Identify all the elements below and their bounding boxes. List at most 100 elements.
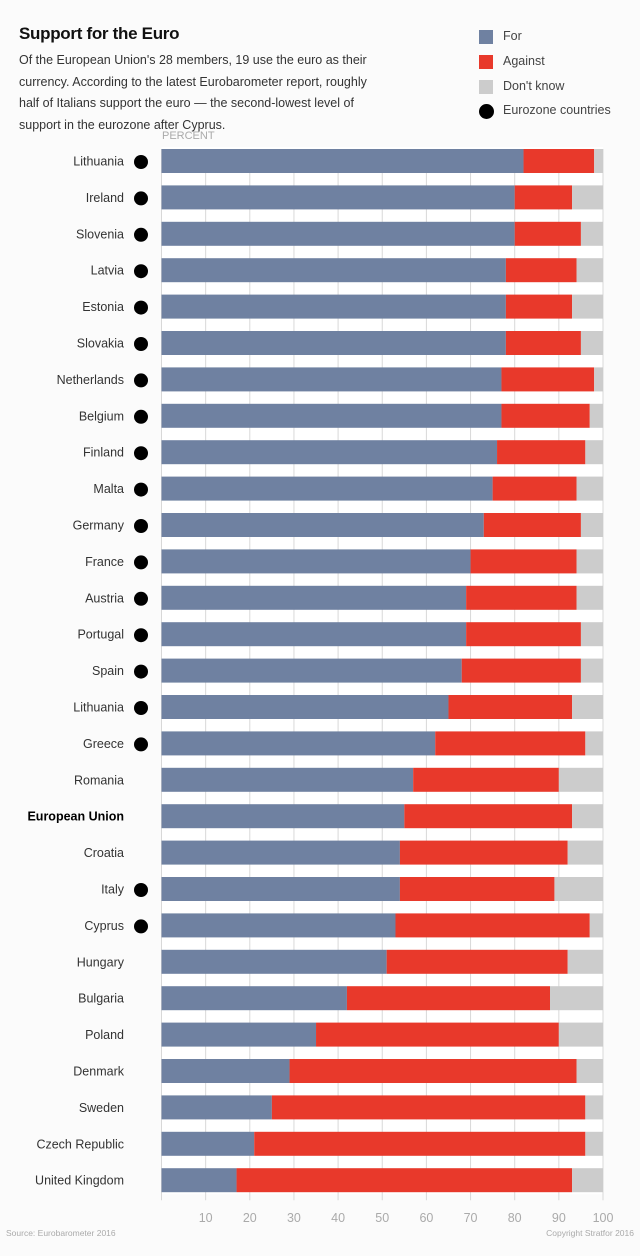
eurozone-marker (134, 555, 148, 570)
bar-don-t-know-germany (580, 513, 603, 537)
bar-for-sweden (161, 1095, 272, 1120)
bar-don-t-know-hungary (567, 949, 603, 974)
bar-for-slovenia (161, 221, 515, 246)
eurozone-marker (134, 628, 148, 643)
bar-for-united-kingdom (161, 1168, 237, 1193)
bar-don-t-know-slovakia (580, 331, 603, 355)
bar-don-t-know-slovenia (580, 221, 603, 246)
y-category-label: Czech Republic (36, 1137, 124, 1151)
y-category-label: Malta (93, 482, 124, 496)
bar-don-t-know-belgium (589, 403, 603, 428)
x-tick-label: 60 (419, 1211, 433, 1225)
bar-don-t-know-croatia (567, 840, 603, 865)
bar-for-latvia (161, 258, 506, 283)
bar-against-italy (399, 877, 555, 901)
bar-for-poland (161, 1022, 317, 1047)
bar-for-romania (161, 767, 414, 792)
y-category-label: Portugal (77, 628, 124, 642)
y-category-label: Sweden (79, 1101, 124, 1115)
bar-against-hungary (386, 949, 568, 974)
y-category-label: Germany (73, 519, 125, 533)
bar-don-t-know-poland (558, 1022, 603, 1047)
bar-against-germany (483, 513, 581, 537)
y-category-label: United Kingdom (35, 1174, 124, 1188)
bar-against-portugal (466, 622, 581, 647)
bar-against-estonia (505, 294, 573, 319)
bar-against-lithuania (523, 149, 595, 173)
y-category-label: Bulgaria (78, 992, 124, 1006)
bar-don-t-know-spain (580, 658, 603, 683)
bar-for-ireland (161, 185, 515, 210)
eurozone-marker (134, 227, 148, 242)
bar-don-t-know-bulgaria (550, 986, 603, 1011)
y-category-label: Ireland (86, 191, 124, 205)
eurozone-marker (134, 300, 148, 315)
bar-for-malta (161, 476, 493, 501)
bar-against-ireland (514, 185, 573, 210)
bar-for-netherlands (161, 367, 502, 392)
legend-label-for: For (503, 29, 522, 43)
bar-for-finland (161, 440, 498, 465)
bar-for-european-union (161, 804, 405, 829)
bar-against-spain (461, 658, 581, 683)
bar-for-greece (161, 731, 436, 756)
bar-for-italy (161, 877, 400, 901)
bar-for-belgium (161, 403, 502, 428)
bar-against-slovakia (505, 331, 581, 355)
x-tick-label: 40 (331, 1211, 345, 1225)
bar-for-bulgaria (161, 986, 347, 1011)
x-tick-label: 70 (464, 1211, 478, 1225)
y-category-label: Netherlands (57, 373, 124, 387)
bar-don-t-know-united-kingdom (572, 1168, 603, 1193)
bar-against-croatia (399, 840, 568, 865)
bar-against-slovenia (514, 221, 581, 246)
x-tick-label: 80 (508, 1211, 522, 1225)
x-tick-label: 50 (375, 1211, 389, 1225)
bar-don-t-know-greece (585, 731, 603, 756)
y-category-label: Spain (92, 664, 124, 678)
bar-don-t-know-lithuania (594, 149, 603, 173)
bar-against-netherlands (501, 367, 595, 392)
bar-for-denmark (161, 1059, 290, 1083)
bar-against-european-union (404, 804, 573, 829)
bar-for-slovakia (161, 331, 506, 355)
eurozone-marker (134, 264, 148, 279)
bar-against-greece (435, 731, 586, 756)
y-category-label: Belgium (79, 409, 124, 423)
bar-don-t-know-lithuania (572, 695, 603, 719)
legend-label-eurozone: Eurozone countries (503, 103, 611, 117)
eurozone-marker (134, 191, 148, 206)
chart-title: Support for the Euro (19, 24, 180, 43)
bar-don-t-know-netherlands (594, 367, 603, 392)
bar-against-belgium (501, 403, 590, 428)
bar-against-lithuania (448, 695, 573, 719)
eurozone-marker (134, 155, 148, 169)
y-category-label: Austria (85, 591, 124, 605)
y-category-label: Croatia (84, 846, 124, 860)
legend-label-against: Against (503, 54, 545, 68)
eurozone-marker (134, 701, 148, 715)
y-category-label: Romania (74, 773, 124, 787)
y-category-label: Hungary (77, 955, 125, 969)
legend-swatch-for (479, 30, 493, 44)
eurozone-marker (134, 409, 148, 424)
bar-don-t-know-latvia (576, 258, 603, 283)
bar-for-austria (161, 585, 467, 610)
x-tick-label: 90 (552, 1211, 566, 1225)
axis-label: PERCENT (162, 130, 215, 142)
y-category-label: Slovakia (77, 337, 124, 351)
bar-don-t-know-sweden (585, 1095, 603, 1120)
y-category-label: Italy (101, 883, 125, 897)
bar-against-romania (413, 767, 559, 792)
bar-for-estonia (161, 294, 506, 319)
y-category-label: France (85, 555, 124, 569)
bar-don-t-know-malta (576, 476, 603, 501)
bar-don-t-know-european-union (572, 804, 603, 829)
y-category-label: Estonia (82, 300, 124, 314)
bar-against-sweden (271, 1095, 586, 1120)
bar-for-croatia (161, 840, 400, 865)
bar-for-cyprus (161, 913, 396, 938)
y-category-label: Finland (83, 446, 124, 460)
y-category-label: Denmark (73, 1065, 124, 1079)
